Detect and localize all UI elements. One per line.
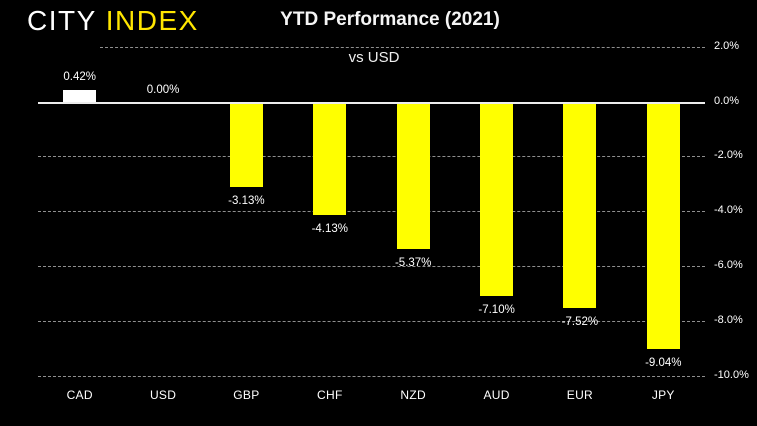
bar-nzd [396,101,430,249]
y-axis-tick--8.0%: -8.0% [714,313,743,326]
value-label-gbp: -3.13% [228,195,265,208]
y-axis-tick--10.0%: -10.0% [714,368,749,381]
bar-cad [63,90,97,102]
x-axis-label-jpy: JPY [651,388,675,402]
y-axis-tick--4.0%: -4.0% [714,204,743,217]
value-label-eur: -7.52% [561,315,599,328]
x-axis-label-eur: EUR [566,388,594,402]
x-axis-label-cad: CAD [66,388,93,402]
bar-aud [480,101,514,296]
x-axis-label-usd: USD [149,388,177,402]
x-axis-label-gbp: GBP [233,388,260,402]
gridline--10.0% [38,375,705,377]
gridline-0.0% [38,101,705,104]
bar-chf [313,101,347,215]
value-label-chf: -4.13% [311,222,349,235]
logo-text-index: INDEX [105,5,199,36]
value-label-nzd: -5.37% [394,256,432,269]
gridline--2.0% [38,156,705,158]
value-label-aud: -7.10% [478,304,515,316]
value-label-jpy: -9.04% [645,357,682,370]
value-label-usd: 0.00% [146,83,180,96]
city-index-logo: CITY INDEX [27,5,199,37]
gridline--8.0% [38,320,705,322]
bar-gbp [229,101,263,188]
y-axis-tick-0.0%: 0.0% [714,94,740,107]
x-axis-label-nzd: NZD [400,388,426,402]
logo-text-city: CITY [27,5,97,36]
y-axis-tick-2.0%: 2.0% [714,39,740,52]
x-axis-label-chf: CHF [317,388,343,402]
bar-jpy [646,101,680,350]
chart-title: YTD Performance (2021) [280,9,500,30]
gridline--4.0% [38,211,705,213]
gridline--6.0% [38,265,705,267]
chart-subtitle: vs USD [348,49,400,66]
gridline-2.0% [100,46,705,48]
y-axis-tick--2.0%: -2.0% [714,149,743,162]
y-axis-tick--6.0%: -6.0% [714,258,743,271]
bar-eur [563,101,597,308]
value-label-cad: 0.42% [63,71,96,83]
x-axis-label-aud: AUD [483,388,510,402]
